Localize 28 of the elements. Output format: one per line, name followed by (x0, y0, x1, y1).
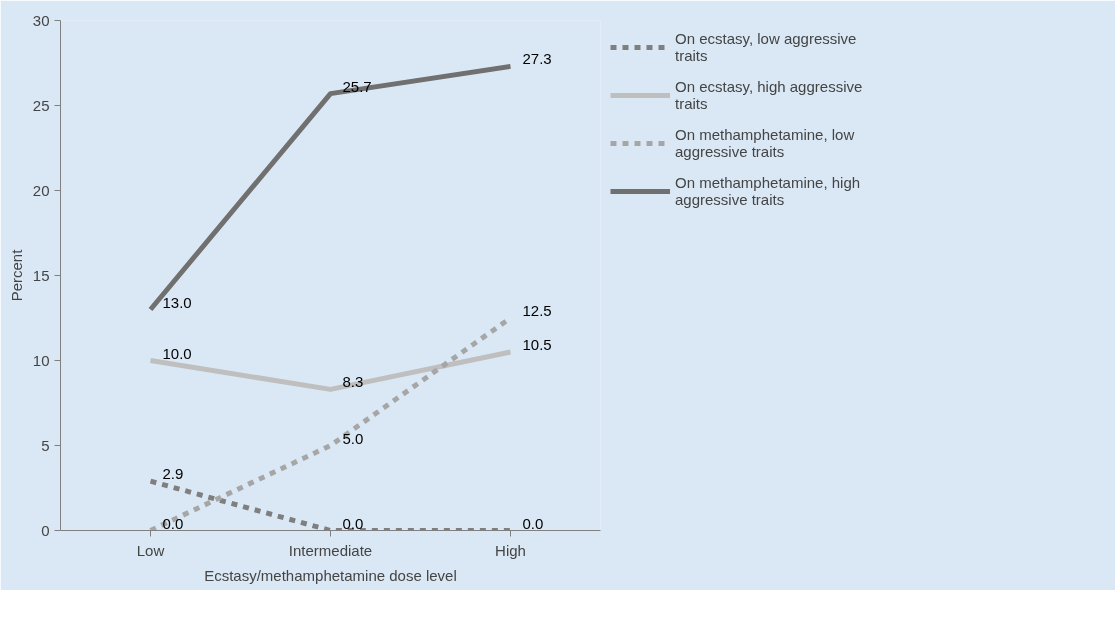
y-tick-label: 30 (32, 11, 50, 29)
legend-label: On methamphetamine, low aggressive traits (675, 126, 855, 160)
data-label: 5.0 (342, 429, 364, 447)
legend-label: On methamphetamine, high aggressive traits (675, 174, 861, 208)
y-tick-label: 5 (41, 436, 50, 454)
y-tick-label: 0 (41, 521, 50, 539)
data-label: 10.5 (522, 336, 552, 353)
y-tick-label: 25 (32, 96, 50, 114)
data-label: 0.0 (342, 514, 364, 532)
y-tick-label: 15 (32, 266, 50, 284)
data-label: 13.0 (162, 293, 192, 311)
y-tick-label: 10 (32, 351, 50, 369)
x-tick-label: Low (136, 541, 165, 559)
x-axis-title: Ecstasy/methamphetamine dose level (204, 566, 457, 584)
data-label: 12.5 (522, 302, 552, 319)
data-label: 2.9 (162, 465, 184, 483)
legend-label: On ecstasy, high aggressive traits (675, 78, 863, 112)
data-label: 0.0 (522, 514, 544, 532)
legend-label: On ecstasy, low aggressive traits (675, 30, 857, 64)
y-axis-title: Percent (7, 248, 25, 302)
data-label: 0.0 (162, 514, 184, 532)
data-label: 10.0 (162, 344, 192, 362)
data-label: 25.7 (342, 77, 372, 95)
x-tick-label: Intermediate (288, 541, 373, 559)
data-label: 8.3 (342, 373, 364, 391)
x-tick-label: High (495, 541, 526, 559)
data-label: 27.3 (522, 50, 552, 68)
y-tick-label: 20 (32, 181, 50, 199)
